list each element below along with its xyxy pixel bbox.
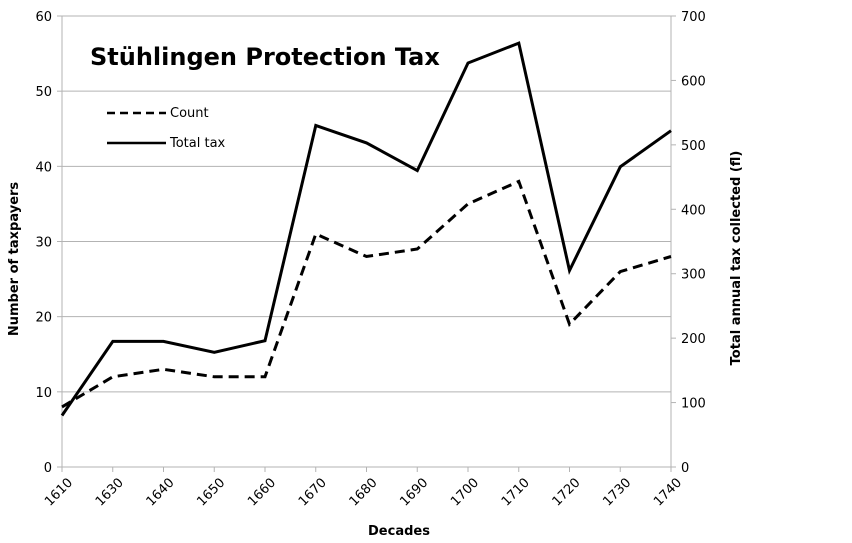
x-tick-label: 1740 [651, 475, 685, 509]
legend-count-label: Count [170, 106, 209, 121]
series-lines [60, 41, 672, 417]
left-y-tick-labels: 0 10 20 30 40 50 60 [35, 10, 52, 476]
right-y-tick-labels: 0 100 200 300 400 500 600 700 [681, 10, 706, 476]
right-y-tick-label: 200 [681, 332, 706, 347]
left-y-tick-label: 10 [35, 386, 52, 401]
x-tick-label: 1700 [448, 475, 482, 509]
chart-title: Stühlingen Protection Tax [90, 43, 440, 71]
x-tick-label: 1680 [347, 475, 381, 509]
x-tick-label: 1670 [296, 475, 330, 509]
x-tick-label: 1650 [194, 475, 228, 509]
x-tick-label: 1710 [499, 475, 533, 509]
legend-total-tax-label: Total tax [169, 136, 226, 151]
right-y-tick-label: 300 [681, 268, 706, 283]
x-tick-label: 1720 [550, 475, 584, 509]
series-line-count [61, 179, 672, 409]
right-y-tick-label: 400 [681, 203, 706, 218]
x-tick-label: 1610 [42, 475, 76, 509]
series-line-total-tax [60, 41, 672, 417]
right-y-tick-label: 600 [681, 74, 706, 89]
left-y-tick-label: 0 [44, 461, 52, 476]
right-y-tick-label: 100 [681, 397, 706, 412]
axes [57, 15, 676, 472]
x-tick-label: 1690 [397, 475, 431, 509]
right-y-axis-title: Total annual tax collected (fl) [729, 151, 744, 366]
left-y-tick-label: 60 [35, 10, 52, 25]
x-tick-labels: 1610 1630 1640 1650 1660 1670 1680 1690 1700 1710… [42, 475, 685, 509]
x-axis-title: Decades [368, 524, 430, 539]
legend: Count Total tax [107, 106, 226, 151]
left-y-tick-label: 30 [35, 236, 52, 251]
right-y-tick-label: 500 [681, 139, 706, 154]
left-y-tick-label: 50 [35, 85, 52, 100]
left-y-tick-label: 20 [35, 311, 52, 326]
right-y-tick-label: 700 [681, 10, 706, 25]
left-y-axis-title: Number of taxpayers [7, 182, 22, 337]
x-tick-label: 1640 [144, 475, 178, 509]
right-y-tick-label: 0 [681, 461, 689, 476]
x-tick-label: 1660 [245, 475, 279, 509]
x-tick-label: 1630 [93, 475, 127, 509]
x-tick-label: 1730 [600, 475, 634, 509]
gridlines [62, 15, 671, 393]
left-y-tick-label: 40 [35, 160, 52, 175]
